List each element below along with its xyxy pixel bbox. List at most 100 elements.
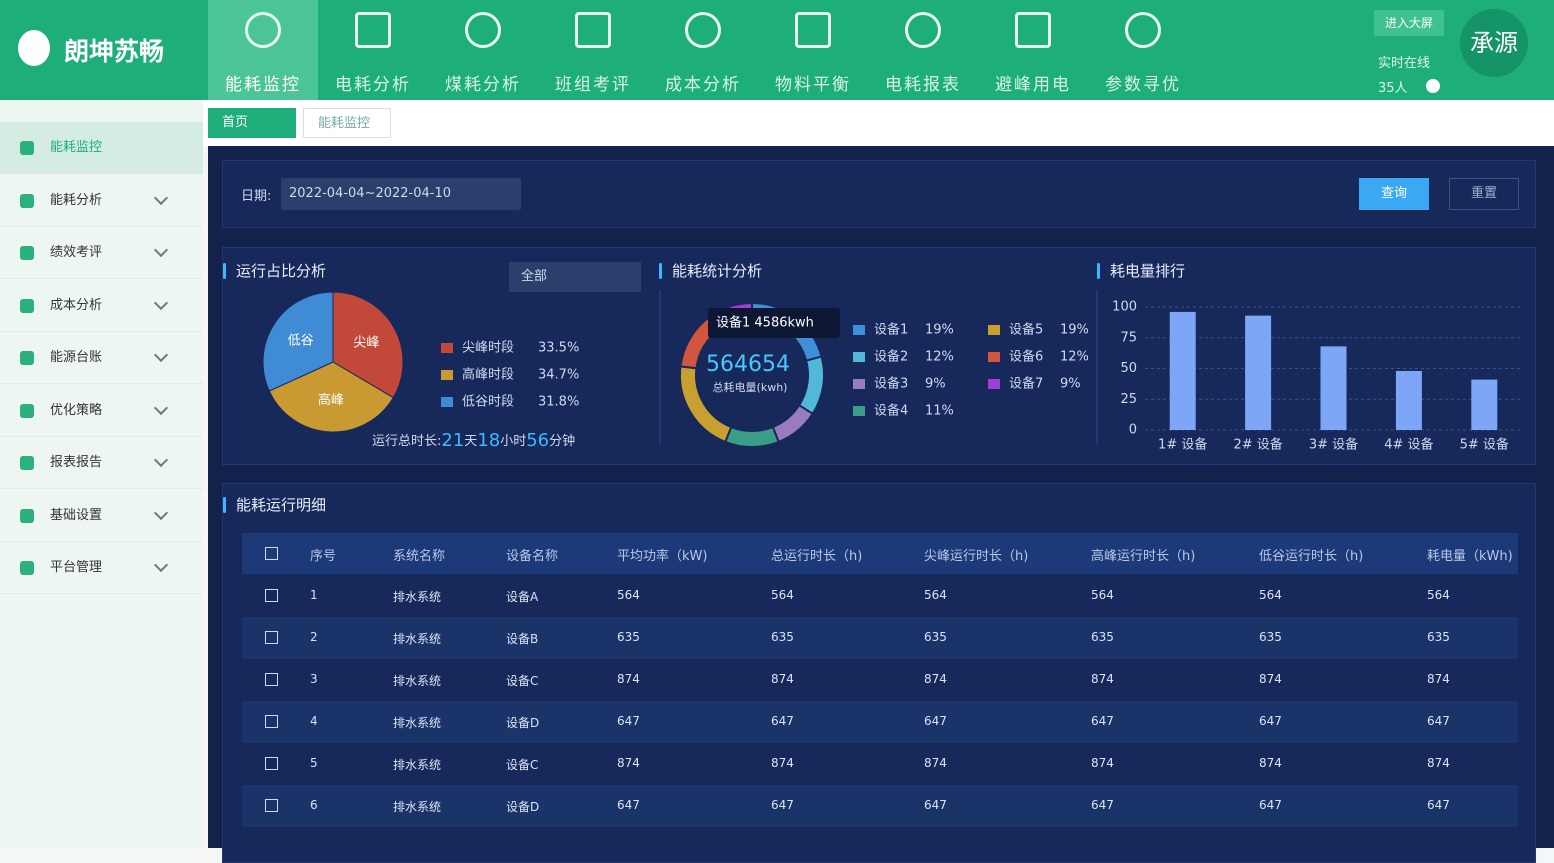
- sidebar-label: 能耗分析: [50, 192, 103, 208]
- table-row-bg: [242, 785, 1518, 827]
- sidebar-item[interactable]: 绩效考评: [0, 227, 203, 279]
- table-cell: 6: [310, 798, 318, 812]
- nav-label: 煤耗分析: [445, 75, 521, 95]
- sidebar-label: 绩效考评: [50, 245, 103, 260]
- nav-icon: [1125, 12, 1161, 48]
- online-icon[interactable]: [1426, 79, 1440, 93]
- sidebar-item[interactable]: 报表报告: [0, 437, 203, 489]
- nav-icon: [245, 12, 281, 48]
- nav-icon: [1015, 12, 1051, 48]
- chevron: [153, 505, 169, 520]
- table-cell: 4: [310, 714, 318, 728]
- table-cell: 874: [617, 672, 640, 686]
- nav-item[interactable]: 电耗分析: [318, 0, 428, 100]
- table-cell: 排水系统: [393, 758, 442, 772]
- chevron: [153, 452, 169, 468]
- checkbox[interactable]: [265, 715, 278, 728]
- sidebar-item[interactable]: 成本分析: [0, 280, 203, 332]
- checkbox[interactable]: [265, 547, 278, 560]
- sidebar-item[interactable]: 能耗分析: [0, 175, 203, 227]
- header: 朗坤苏畅 进入大屏 实时在线 35人 承源 能耗监控 电耗分析 煤耗分析 班组考评 成本…: [0, 0, 1554, 100]
- sidebar-icon: [20, 141, 34, 155]
- column-header: 序号: [310, 549, 337, 564]
- table-cell: 647: [924, 798, 947, 812]
- select[interactable]: 全部: [509, 262, 641, 292]
- checkbox[interactable]: [265, 757, 278, 770]
- table-cell: 874: [1427, 672, 1450, 686]
- nav-item[interactable]: 成本分析: [648, 0, 758, 100]
- sidebar-icon: [20, 456, 34, 470]
- nav-item[interactable]: 参数寻优: [1088, 0, 1198, 100]
- panel-accent: [223, 263, 226, 279]
- table-cell: 5: [310, 756, 318, 770]
- table-cell: 设备D: [506, 716, 540, 730]
- column-header: 设备名称: [506, 549, 559, 564]
- checkbox[interactable]: [265, 673, 278, 686]
- nav-label: 能耗监控: [225, 75, 301, 95]
- table-cell: 635: [771, 630, 794, 644]
- table-cell: 2: [310, 630, 318, 644]
- nav-item[interactable]: 煤耗分析: [428, 0, 538, 100]
- table-cell: 874: [1259, 756, 1282, 770]
- sidebar: 能耗监控能耗分析绩效考评成本分析 能源台账优化策略报表报告 基础设置平台管理: [0, 100, 203, 848]
- table-cell: 635: [1091, 630, 1114, 644]
- screen-button[interactable]: 进入大屏: [1374, 10, 1444, 36]
- logo-icon: [18, 30, 50, 66]
- sidebar-icon: [20, 561, 34, 575]
- sidebar-icon: [20, 246, 34, 260]
- user-avatar[interactable]: 承源: [1460, 9, 1528, 77]
- date-input[interactable]: 2022-04-04~2022-04-10: [281, 178, 521, 210]
- panel-title: 能耗运行明细: [236, 496, 327, 514]
- sidebar-label: 优化策略: [50, 402, 103, 418]
- table-row-bg: [242, 701, 1518, 743]
- chevron: [153, 400, 169, 415]
- table-cell: 635: [617, 630, 640, 644]
- nav-item[interactable]: 物料平衡: [758, 0, 868, 100]
- checkbox[interactable]: [265, 631, 278, 644]
- table-cell: 排水系统: [393, 674, 442, 688]
- nav-label: 避峰用电: [995, 75, 1071, 95]
- tab[interactable]: 能耗监控: [303, 108, 391, 138]
- sidebar-item[interactable]: 平台管理: [0, 542, 203, 594]
- sidebar-item[interactable]: 基础设置: [0, 490, 203, 542]
- query-button[interactable]: 查询: [1359, 178, 1429, 210]
- sidebar-label: 平台管理: [50, 560, 103, 575]
- column-header: 高峰运行时长（h): [1091, 549, 1196, 564]
- table-cell: 635: [1259, 630, 1282, 644]
- checkbox[interactable]: [265, 589, 278, 602]
- table-cell: 874: [1427, 756, 1450, 770]
- table-cell: 564: [1427, 588, 1450, 602]
- nav-item[interactable]: 能耗监控: [208, 0, 318, 100]
- tab[interactable]: 首页: [208, 108, 296, 138]
- nav-item[interactable]: 电耗报表: [868, 0, 978, 100]
- table-cell: 874: [617, 756, 640, 770]
- checkbox[interactable]: [265, 799, 278, 812]
- table-cell: 647: [1091, 714, 1114, 728]
- column-header: 耗电量（kWh): [1427, 549, 1513, 564]
- sidebar-item[interactable]: 能耗监控: [0, 122, 203, 174]
- panel-accent: [1097, 263, 1100, 279]
- chevron: [153, 242, 169, 258]
- chevron: [153, 190, 169, 205]
- table-header: [242, 533, 1518, 574]
- sidebar-icon: [20, 193, 34, 208]
- table-cell: 647: [1259, 714, 1282, 728]
- table-cell: 647: [771, 714, 794, 728]
- reset-button[interactable]: 重置: [1449, 178, 1519, 210]
- online-label: 实时在线: [1378, 56, 1431, 71]
- nav-icon: [685, 12, 721, 48]
- nav-icon: [795, 12, 831, 48]
- table-cell: 635: [1427, 630, 1450, 644]
- panel-title: 运行占比分析: [236, 262, 327, 280]
- table-cell: 564: [924, 588, 947, 602]
- nav-item[interactable]: 避峰用电: [978, 0, 1088, 100]
- nav-label: 电耗报表: [885, 75, 961, 95]
- sidebar-item[interactable]: 能源台账: [0, 332, 203, 384]
- table-cell: 1: [310, 588, 318, 602]
- nav-item[interactable]: 班组考评: [538, 0, 648, 100]
- sidebar-item[interactable]: 优化策略: [0, 385, 203, 437]
- table-cell: 635: [924, 630, 947, 644]
- table-cell: 排水系统: [393, 632, 442, 646]
- table-cell: 647: [1427, 798, 1450, 812]
- table-cell: 874: [924, 672, 947, 686]
